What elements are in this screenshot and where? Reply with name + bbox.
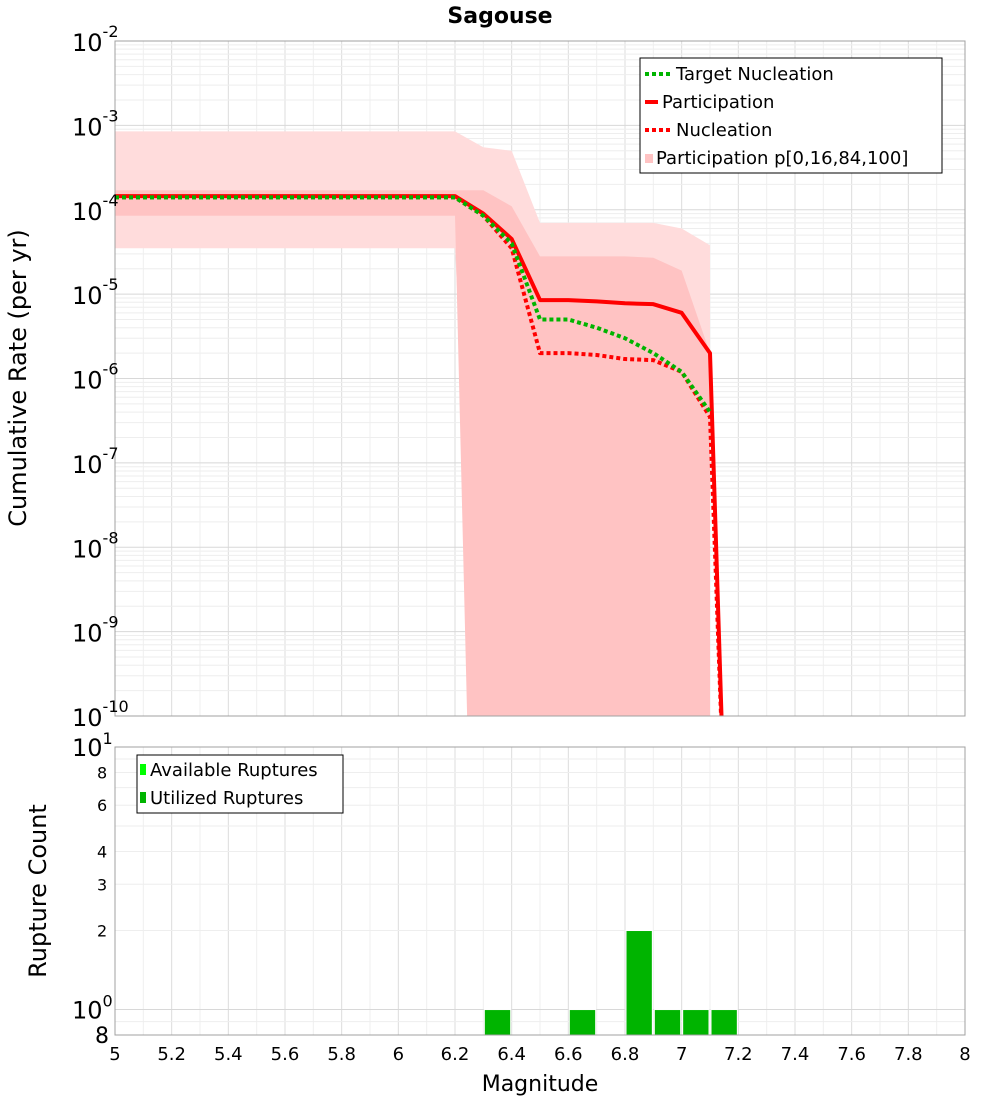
x-tick-label: 5.4 <box>214 1044 243 1065</box>
legend-label: Available Ruptures <box>150 760 318 781</box>
rate-y-tick-exp: -2 <box>103 22 119 41</box>
rate-lines <box>115 194 724 716</box>
count-y-axis-label: Rupture Count <box>24 804 52 978</box>
rupture-bar <box>682 1009 710 1035</box>
legend-swatch-bar <box>140 792 146 803</box>
count-y-tick-label: 8 <box>95 1024 109 1049</box>
rate-y-tick-label: 10-8 <box>72 528 119 563</box>
rupture-bar <box>653 1009 682 1035</box>
count-bars <box>483 930 738 1035</box>
rate-y-tick-base: 10 <box>72 451 103 479</box>
x-tick-label: 6.8 <box>611 1044 640 1065</box>
count-y-tick-base: 2 <box>97 922 107 941</box>
rate-y-tick-base: 10 <box>72 535 103 563</box>
count-y-tick-label: 101 <box>72 729 113 762</box>
rupture-bar <box>568 1009 597 1035</box>
rate-y-tick-exp: -5 <box>103 275 119 294</box>
rate-y-tick-base: 10 <box>72 620 103 648</box>
count-y-tick-base: 4 <box>97 842 107 861</box>
rate-y-tick-label: 10-7 <box>72 444 119 479</box>
count-y-tick-base: 3 <box>97 875 107 894</box>
count-legend-box <box>136 754 344 814</box>
rate-y-tick-exp: -3 <box>103 106 119 125</box>
count-legend: Available Ruptures Utilized Ruptures <box>136 754 344 814</box>
rate-y-tick-label: 10-4 <box>72 191 119 226</box>
count-y-tick-label: 100 <box>72 992 113 1025</box>
count-y-tick-label: 2 <box>97 922 107 941</box>
rate-y-tick-exp: -8 <box>103 528 119 547</box>
rupture-bar <box>625 930 653 1035</box>
count-y-tick-base: 6 <box>97 796 107 815</box>
legend-swatch-band <box>645 154 653 163</box>
count-y-tick-base: 10 <box>72 734 103 762</box>
count-y-tick-base: 10 <box>72 997 103 1025</box>
count-y-tick-exp: 0 <box>103 992 113 1011</box>
x-tick-label: 8 <box>959 1044 970 1065</box>
rate-plot-frame <box>114 40 966 717</box>
legend-label: Utilized Ruptures <box>150 788 303 809</box>
chart-title: Sagouse <box>447 4 552 29</box>
x-tick-label: 7.4 <box>781 1044 810 1065</box>
x-tick-label: 5.6 <box>271 1044 300 1065</box>
rate-y-tick-base: 10 <box>72 367 103 395</box>
rate-y-tick-base: 10 <box>72 198 103 226</box>
x-tick-label: 5.8 <box>327 1044 356 1065</box>
rate-y-tick-label: 10-2 <box>72 22 119 57</box>
rate-y-tick-exp: -10 <box>103 697 129 716</box>
legend-label: Participation p[0,16,84,100] <box>656 148 908 169</box>
rate-y-tick-base: 10 <box>72 282 103 310</box>
count-y-tick-exp: 1 <box>103 729 113 748</box>
participation-band-1 <box>115 190 710 716</box>
series-line-2 <box>115 195 724 716</box>
x-tick-label: 7.2 <box>724 1044 753 1065</box>
rate-y-tick-exp: -6 <box>103 360 119 379</box>
rupture-bar <box>483 1009 512 1035</box>
rate-y-tick-exp: -4 <box>103 191 119 210</box>
count-y-tick-label: 6 <box>97 796 107 815</box>
x-tick-label: 7 <box>676 1044 687 1065</box>
rate-y-tick-base: 10 <box>72 704 103 732</box>
rate-y-tick-base: 10 <box>72 113 103 141</box>
rate-y-tick-label: 10-9 <box>72 613 119 648</box>
rate-y-tick-label: 10-3 <box>72 106 119 141</box>
count-plot-frame <box>114 746 966 1036</box>
count-y-tick-base: 8 <box>97 763 107 782</box>
x-tick-label: 5.2 <box>157 1044 186 1065</box>
x-tick-label: 7.8 <box>894 1044 923 1065</box>
rate-y-tick-exp: -7 <box>103 444 119 463</box>
rate-y-tick-exp: -9 <box>103 613 119 632</box>
legend-label: Target Nucleation <box>675 64 834 85</box>
count-y-tick-label: 8 <box>97 763 107 782</box>
rate-y-tick-base: 10 <box>72 29 103 57</box>
count-y-tick-label: 4 <box>97 842 107 861</box>
x-ticks: 5 5.2 5.4 5.6 5.8 6 6.2 6.4 6.6 6.8 7 7.2 7.4 7.6 7.8 8 <box>109 1044 970 1065</box>
rate-legend: Target Nucleation Participation Nucleation… <box>639 57 943 174</box>
x-tick-label: 6.6 <box>554 1044 583 1065</box>
x-tick-label: 6.4 <box>497 1044 526 1065</box>
x-tick-label: 6.2 <box>441 1044 470 1065</box>
x-tick-label: 6 <box>393 1044 404 1065</box>
x-tick-label: 5 <box>109 1044 120 1065</box>
legend-label: Nucleation <box>676 120 772 141</box>
count-y-tick-label: 3 <box>97 875 107 894</box>
x-tick-label: 7.6 <box>837 1044 866 1065</box>
rate-y-tick-label: 10-6 <box>72 360 119 395</box>
legend-swatch-bar <box>140 764 146 775</box>
series-line-0 <box>115 195 712 414</box>
rate-y-axis-label: Cumulative Rate (per yr) <box>4 229 32 527</box>
x-axis-label: Magnitude <box>482 1072 599 1097</box>
rate-y-tick-label: 10-5 <box>72 275 119 310</box>
rupture-bar <box>710 1009 738 1035</box>
rate-legend-box <box>639 57 943 174</box>
rate-bands <box>115 131 710 716</box>
legend-label: Participation <box>662 92 774 113</box>
rate-y-tick-label: 10-10 <box>72 697 129 732</box>
